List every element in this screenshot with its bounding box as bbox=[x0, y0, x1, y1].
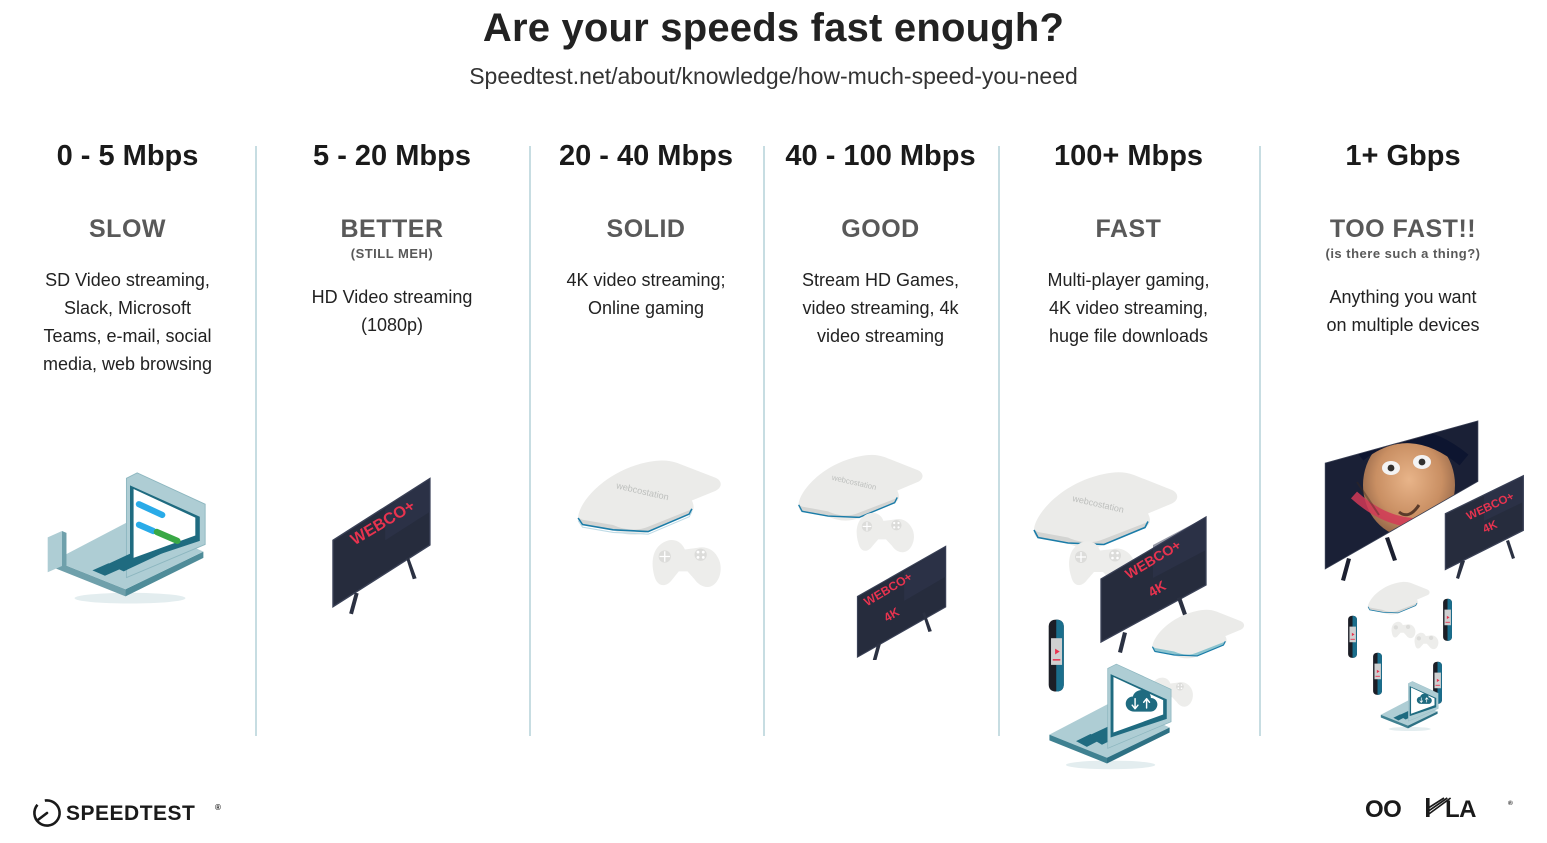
svg-text:OO: OO bbox=[1365, 796, 1401, 823]
svg-text:®: ® bbox=[215, 803, 221, 812]
svg-text:®: ® bbox=[1508, 799, 1513, 807]
svg-text:SPEEDTEST: SPEEDTEST bbox=[66, 802, 195, 825]
svg-text:LA: LA bbox=[1445, 796, 1476, 823]
